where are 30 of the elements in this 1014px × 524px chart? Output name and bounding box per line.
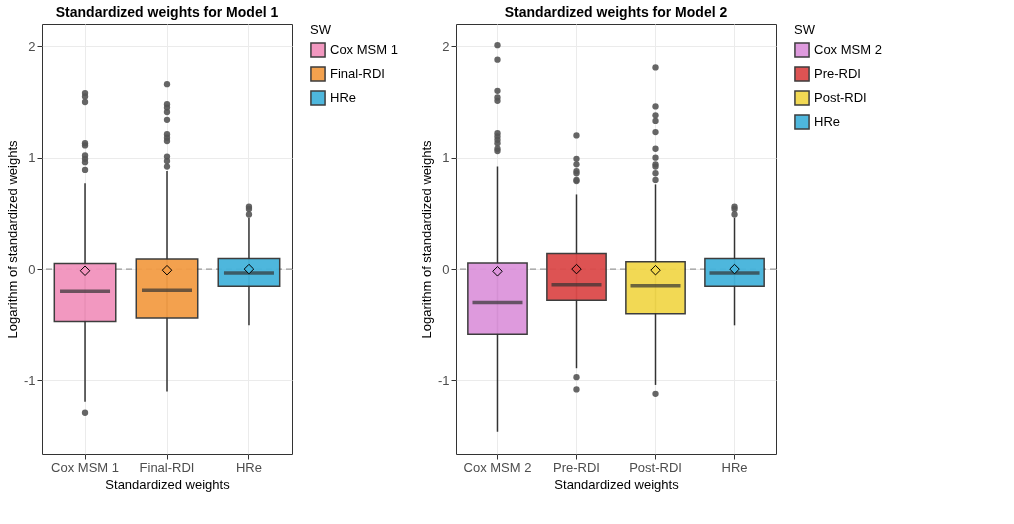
legend-title: SW [794, 22, 816, 37]
chart-title: Standardized weights for Model 2 [504, 4, 728, 20]
legend-label: Post-RDI [814, 90, 867, 105]
x-tick-label: HRe [721, 459, 748, 475]
legend-label: Pre-RDI [814, 66, 861, 81]
legend-title: SW [310, 22, 332, 37]
y-tick-label: -1 [23, 372, 36, 388]
legend-label: Cox MSM 2 [814, 42, 882, 57]
y-axis-title: Logarithm of standardized weights [418, 140, 434, 339]
y-tick-label: 1 [28, 150, 36, 166]
y-axis-title: Logarithm of standardized weights [4, 140, 20, 339]
x-tick-label: Cox MSM 2 [463, 459, 532, 475]
legend-label: HRe [814, 114, 841, 129]
x-tick-label: Final-RDI [139, 459, 195, 475]
legend-label: Final-RDI [330, 66, 385, 81]
y-tick-label: 0 [442, 261, 450, 277]
x-tick-label: Post-RDI [629, 459, 682, 475]
x-axis-title: Standardized weights [105, 476, 231, 492]
y-tick-label: 0 [28, 261, 36, 277]
legend-label: HRe [330, 90, 357, 105]
y-tick-label: 1 [442, 150, 450, 166]
x-tick-label: Cox MSM 1 [51, 459, 119, 475]
x-axis-title: Standardized weights [554, 476, 680, 492]
y-tick-label: -1 [437, 372, 450, 388]
x-tick-label: HRe [235, 459, 262, 475]
legend-label: Cox MSM 1 [330, 42, 398, 57]
y-tick-label: 2 [442, 38, 450, 54]
chart-title: Standardized weights for Model 1 [55, 4, 279, 20]
x-tick-label: Pre-RDI [553, 459, 600, 475]
y-tick-label: 2 [28, 38, 36, 54]
